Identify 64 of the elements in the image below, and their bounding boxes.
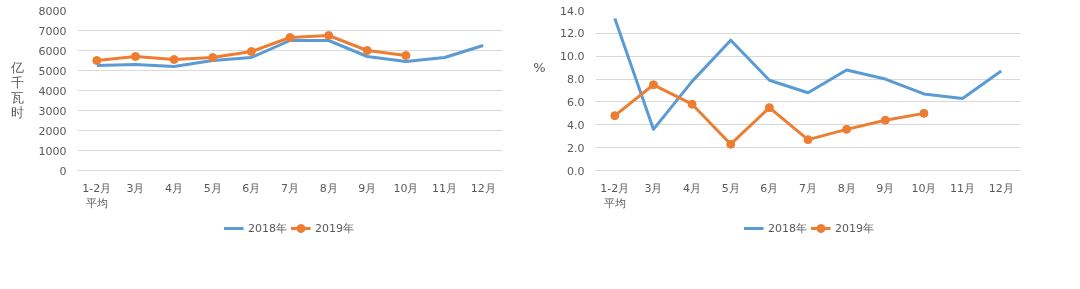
x-tick-label: 6月	[242, 181, 261, 195]
y-axis-title: 亿千瓦时	[11, 60, 24, 120]
y-tick-label: 12.0	[560, 27, 585, 41]
y-tick-label: 5000	[38, 64, 67, 78]
x-tick-label: 12月	[470, 181, 496, 195]
legend-label: 2019年	[835, 220, 874, 236]
point	[687, 99, 697, 109]
y-tick-label: 0.0	[567, 164, 585, 178]
point	[764, 103, 774, 113]
y-tick-label: 14.0	[560, 4, 585, 18]
x-tick-label: 8月	[319, 181, 338, 195]
point	[401, 51, 411, 60]
x-tick-label: 9月	[876, 181, 895, 195]
x-tick-label: 12月	[988, 181, 1014, 195]
y-axis-title: %	[533, 60, 546, 75]
y-tick-label: 6.0	[567, 95, 585, 109]
x-tick-label: 7月	[281, 181, 299, 195]
point	[169, 55, 179, 64]
y-tick-label: 0	[59, 164, 67, 178]
point	[842, 124, 852, 134]
y-tick-label: 1000	[38, 144, 67, 158]
point	[324, 31, 334, 40]
y-tick-label: 4000	[38, 84, 67, 98]
y-tick-label: 2000	[38, 124, 67, 138]
x-tick-label: 4月	[165, 181, 184, 195]
legend-label: 2019年	[315, 220, 354, 236]
point	[648, 80, 658, 90]
x-tick-label: 10月	[393, 181, 419, 195]
x-tick-label: 10月	[911, 181, 937, 195]
point	[208, 53, 218, 62]
x-tick-label: 5月	[721, 181, 740, 195]
y-tick-label: 7000	[38, 24, 67, 38]
point	[246, 47, 256, 56]
x-tick-label: 4月	[683, 181, 702, 195]
point	[726, 139, 736, 149]
legend-label: 2018年	[768, 220, 807, 236]
x-tick-label: 5月	[203, 181, 222, 195]
point	[880, 115, 890, 125]
y-tick-label: 6000	[38, 44, 67, 58]
legend-label: 2018年	[248, 220, 287, 236]
y-tick-label: 8.0	[567, 73, 585, 87]
point	[362, 46, 372, 55]
x-tick-label: 3月	[644, 181, 663, 195]
point	[919, 108, 929, 118]
x-tick-label: 11月	[950, 181, 976, 195]
x-tick-label: 3月	[126, 181, 145, 195]
x-tick-label: 1-2月平均	[82, 181, 112, 211]
x-tick-label: 7月	[799, 181, 817, 195]
y-tick-label: 8000	[38, 4, 67, 18]
point	[610, 111, 620, 121]
point	[803, 135, 813, 145]
line-series	[613, 17, 1003, 131]
x-tick-label: 8月	[837, 181, 856, 195]
point	[285, 33, 295, 42]
x-tick-label: 9月	[358, 181, 377, 195]
point	[130, 52, 140, 61]
x-tick-label: 6月	[760, 181, 779, 195]
point	[92, 56, 102, 65]
y-tick-label: 4.0	[567, 118, 585, 132]
y-tick-label: 3000	[38, 104, 67, 118]
y-tick-label: 2.0	[567, 141, 585, 155]
x-tick-label: 11月	[432, 181, 458, 195]
x-tick-label: 1-2月平均	[600, 181, 630, 211]
y-tick-label: 10.0	[560, 50, 585, 64]
